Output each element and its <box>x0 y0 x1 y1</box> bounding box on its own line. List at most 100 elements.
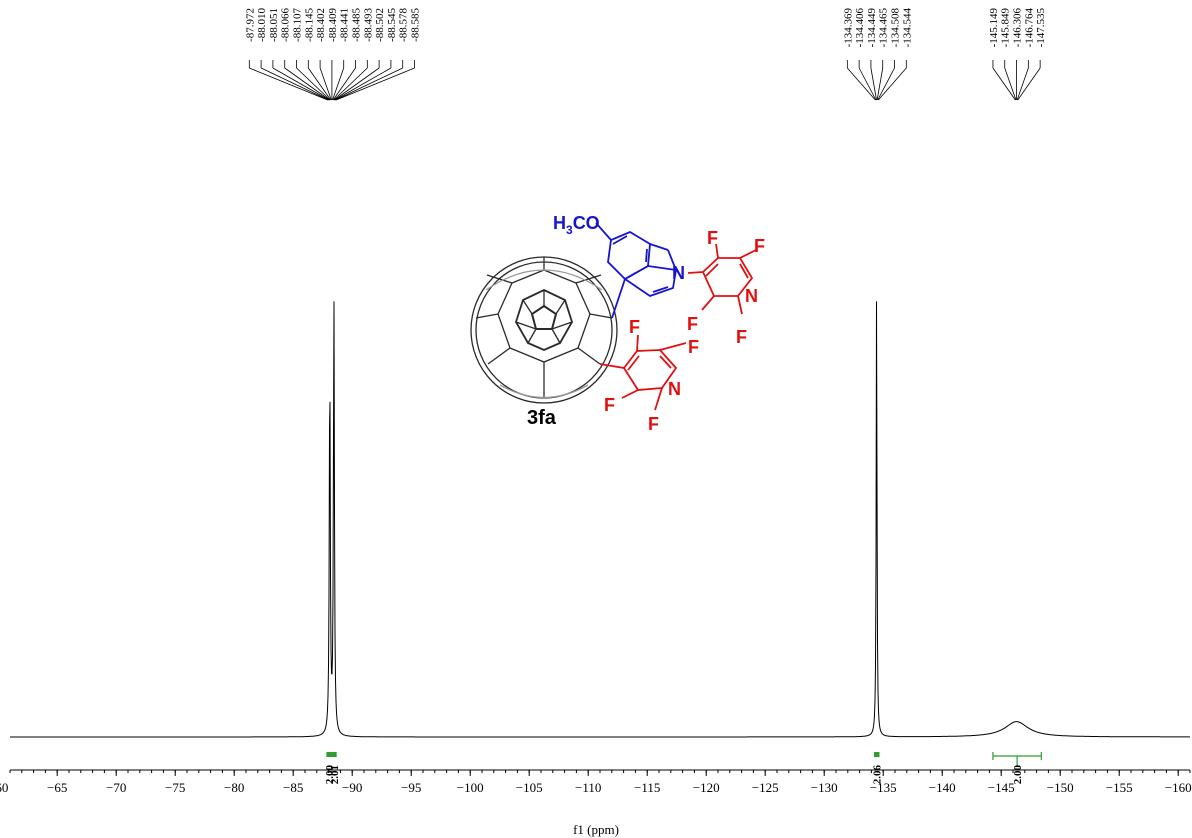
peak-label: -88.502 <box>374 8 386 42</box>
peak-label-connector <box>335 67 415 101</box>
x-axis-label: f1 (ppm) <box>573 822 619 837</box>
peak-label-connector <box>332 67 356 101</box>
tick-label: −140 <box>929 780 956 795</box>
peak-label: -146.764 <box>1023 8 1035 48</box>
peak-label-connector <box>876 67 884 101</box>
tick-label: −70 <box>106 780 126 795</box>
peak-label-connector <box>284 67 330 101</box>
peak-label-connector <box>332 67 345 101</box>
fluorine-label: F <box>736 327 747 347</box>
peak-label: -145.149 <box>988 8 1000 48</box>
methoxy-label: H3CO <box>553 213 600 237</box>
tick-label: −155 <box>1106 780 1133 795</box>
peak-label: -88.585 <box>410 8 422 42</box>
tick-label: −160 <box>1165 780 1192 795</box>
peak-label: -88.051 <box>268 8 280 42</box>
peak-label: -88.066 <box>280 8 292 42</box>
peak-label: -88.409 <box>327 8 339 42</box>
peak-label: -88.578 <box>398 8 410 42</box>
peak-label-connector <box>319 67 332 101</box>
tick-label: −150 <box>1047 780 1074 795</box>
pyridine-nitrogen-label: N <box>745 286 758 306</box>
methoxy-indole-fragment <box>595 222 678 319</box>
tick-label: −95 <box>401 780 421 795</box>
peak-label-connector <box>272 67 330 101</box>
tick-label: −125 <box>752 780 779 795</box>
fluorine-label: F <box>754 236 765 256</box>
tetrafluoropyridyl-fragment-top <box>687 243 757 315</box>
indole-nitrogen-label: N <box>672 263 685 283</box>
fluorine-label: F <box>707 228 718 248</box>
peak-label-connector <box>877 67 895 101</box>
peak-label-connector <box>334 67 392 101</box>
tick-label: −145 <box>988 780 1015 795</box>
peak-label: -88.441 <box>339 8 351 42</box>
integral-bar <box>873 752 880 757</box>
tick-label: −135 <box>870 780 897 795</box>
tick-label: −80 <box>224 780 244 795</box>
peak-label: -134.508 <box>890 8 902 48</box>
peak-label: -88.485 <box>351 8 363 42</box>
peak-label-groups: -87.972 -88.010 -88.051 -88.066 -88.107 -88.1… <box>244 8 1047 101</box>
tick-label: −90 <box>342 780 362 795</box>
integral-bar <box>326 752 332 757</box>
fluorine-label: F <box>687 314 698 334</box>
tick-label: −60 <box>0 780 8 795</box>
tick-label: −85 <box>283 780 303 795</box>
peak-label: -134.406 <box>854 8 866 48</box>
peak-label-connector <box>334 67 380 101</box>
pyridine-nitrogen-label: N <box>668 379 681 399</box>
peak-label: -134.369 <box>842 8 854 48</box>
peak-label-connector <box>307 67 332 101</box>
fullerene-cage-icon <box>470 256 618 404</box>
peak-label-connector <box>1004 67 1017 101</box>
peak-label-connector <box>249 67 328 101</box>
fluorine-label: F <box>629 317 640 337</box>
peak-label: -146.306 <box>1012 8 1024 48</box>
tick-label: −130 <box>811 780 838 795</box>
integral-value: 2.01 <box>329 765 341 784</box>
tick-label: −120 <box>693 780 720 795</box>
integral-value: 2.06 <box>872 765 884 785</box>
peak-label: -87.972 <box>244 8 256 42</box>
tetrafluoropyridyl-fragment-bottom <box>599 334 687 411</box>
peak-label: -147.535 <box>1035 8 1047 48</box>
peak-label-connector <box>1016 67 1029 101</box>
peak-label: -88.010 <box>256 8 268 42</box>
peak-label-connector <box>858 67 877 101</box>
fluorine-label: F <box>604 395 615 415</box>
peak-label-connector <box>878 67 907 101</box>
peak-label-connector <box>1017 67 1041 101</box>
compound-label: 3fa <box>527 407 557 429</box>
molecular-structure: H3CO N F F N F F F F N F F 3fa <box>470 213 765 434</box>
peak-label-connector <box>296 67 331 101</box>
tick-label: −115 <box>634 780 660 795</box>
tick-label: −100 <box>457 780 484 795</box>
peak-label-connector <box>333 67 368 101</box>
integral-value: 2.00 <box>324 765 336 785</box>
tick-label: −110 <box>575 780 601 795</box>
peak-label-connector <box>870 67 877 101</box>
peak-label: -134.449 <box>866 8 878 48</box>
peak-label: -134.544 <box>901 8 913 48</box>
peak-label-connector <box>335 67 403 101</box>
x-axis-ticks: −60 −65 −70 −75 −80 −85 −90 −95 −100 −105 −110 −115… <box>0 770 1192 795</box>
peak-label-connector <box>260 67 329 101</box>
peak-label: -145.849 <box>1000 8 1012 48</box>
peak-label: -88.107 <box>292 8 304 42</box>
peak-label: -134.465 <box>878 8 890 48</box>
fluorine-label: F <box>688 337 699 357</box>
peak-label-connector <box>992 67 1016 101</box>
tick-label: −105 <box>516 780 543 795</box>
peak-label: -88.493 <box>362 8 374 42</box>
spectrum-trace <box>10 301 1190 738</box>
tick-label: −75 <box>165 780 185 795</box>
fluorine-label: F <box>648 414 659 434</box>
peak-label-connector <box>847 67 876 101</box>
integral-bar <box>331 752 337 757</box>
integral-value: 2.00 <box>1012 765 1024 785</box>
peak-label: -88.402 <box>315 8 327 42</box>
tick-label: −65 <box>47 780 67 795</box>
peak-label: -88.145 <box>303 8 315 42</box>
